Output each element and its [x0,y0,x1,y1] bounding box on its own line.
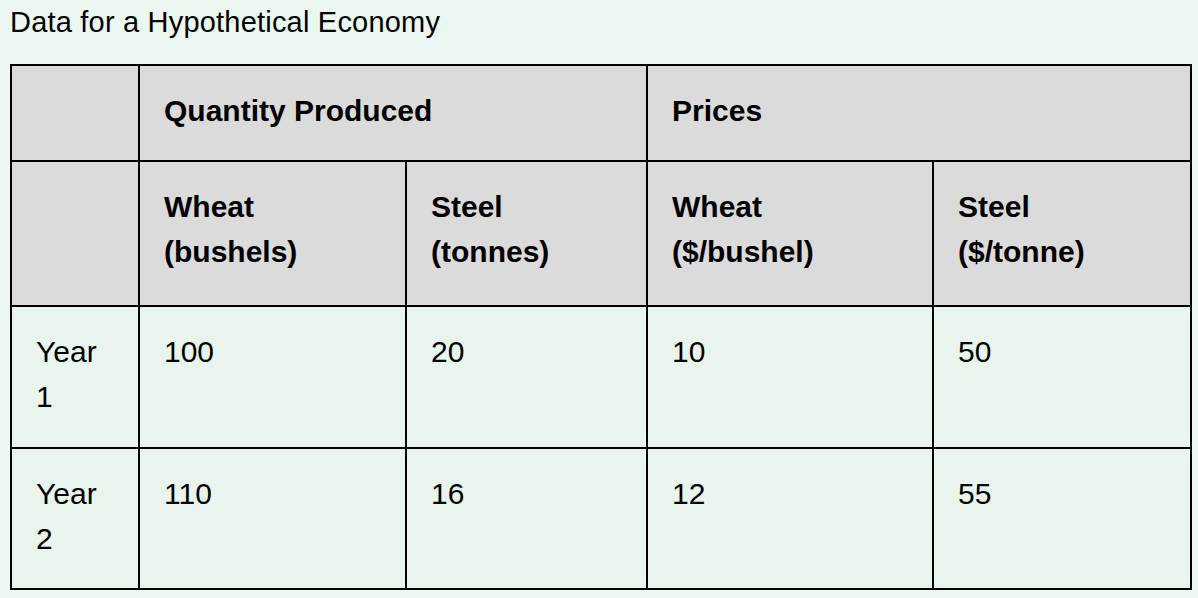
cell-year2-steel-quantity: 16 [406,448,647,589]
cell-year2-steel-price: 55 [933,448,1191,589]
column-header-unit: (tonnes) [431,229,622,274]
cell-year2-wheat-quantity: 110 [139,448,406,589]
column-header-product: Steel [431,184,622,229]
page: Data for a Hypothetical Economy Quantity… [0,0,1198,590]
cell-year1-wheat-quantity: 100 [139,306,406,448]
table-row-year-2: Year 2 110 16 12 55 [11,448,1191,589]
column-header-product: Steel [958,184,1166,229]
column-header-product: Wheat [164,184,381,229]
row-label-year-2: Year 2 [11,448,139,589]
group-header-row: Quantity Produced Prices [11,65,1191,161]
column-header-steel-quantity: Steel (tonnes) [406,161,647,306]
corner-cell-top [11,65,139,161]
column-header-steel-price: Steel ($/tonne) [933,161,1191,306]
cell-year1-steel-price: 50 [933,306,1191,448]
column-header-unit: ($/tonne) [958,229,1166,274]
table-row-year-1: Year 1 100 20 10 50 [11,306,1191,448]
corner-cell-sub [11,161,139,306]
group-header-quantity-produced: Quantity Produced [139,65,647,161]
economy-data-table: Quantity Produced Prices Wheat (bushels)… [10,64,1192,590]
column-header-unit: (bushels) [164,229,381,274]
column-header-row: Wheat (bushels) Steel (tonnes) Wheat ($/… [11,161,1191,306]
column-header-wheat-price: Wheat ($/bushel) [647,161,933,306]
column-header-unit: ($/bushel) [672,229,908,274]
column-header-product: Wheat [672,184,908,229]
table-title: Data for a Hypothetical Economy [10,5,1198,39]
column-header-wheat-quantity: Wheat (bushels) [139,161,406,306]
cell-year1-steel-quantity: 20 [406,306,647,448]
row-label-year-1: Year 1 [11,306,139,448]
group-header-prices: Prices [647,65,1191,161]
cell-year1-wheat-price: 10 [647,306,933,448]
cell-year2-wheat-price: 12 [647,448,933,589]
